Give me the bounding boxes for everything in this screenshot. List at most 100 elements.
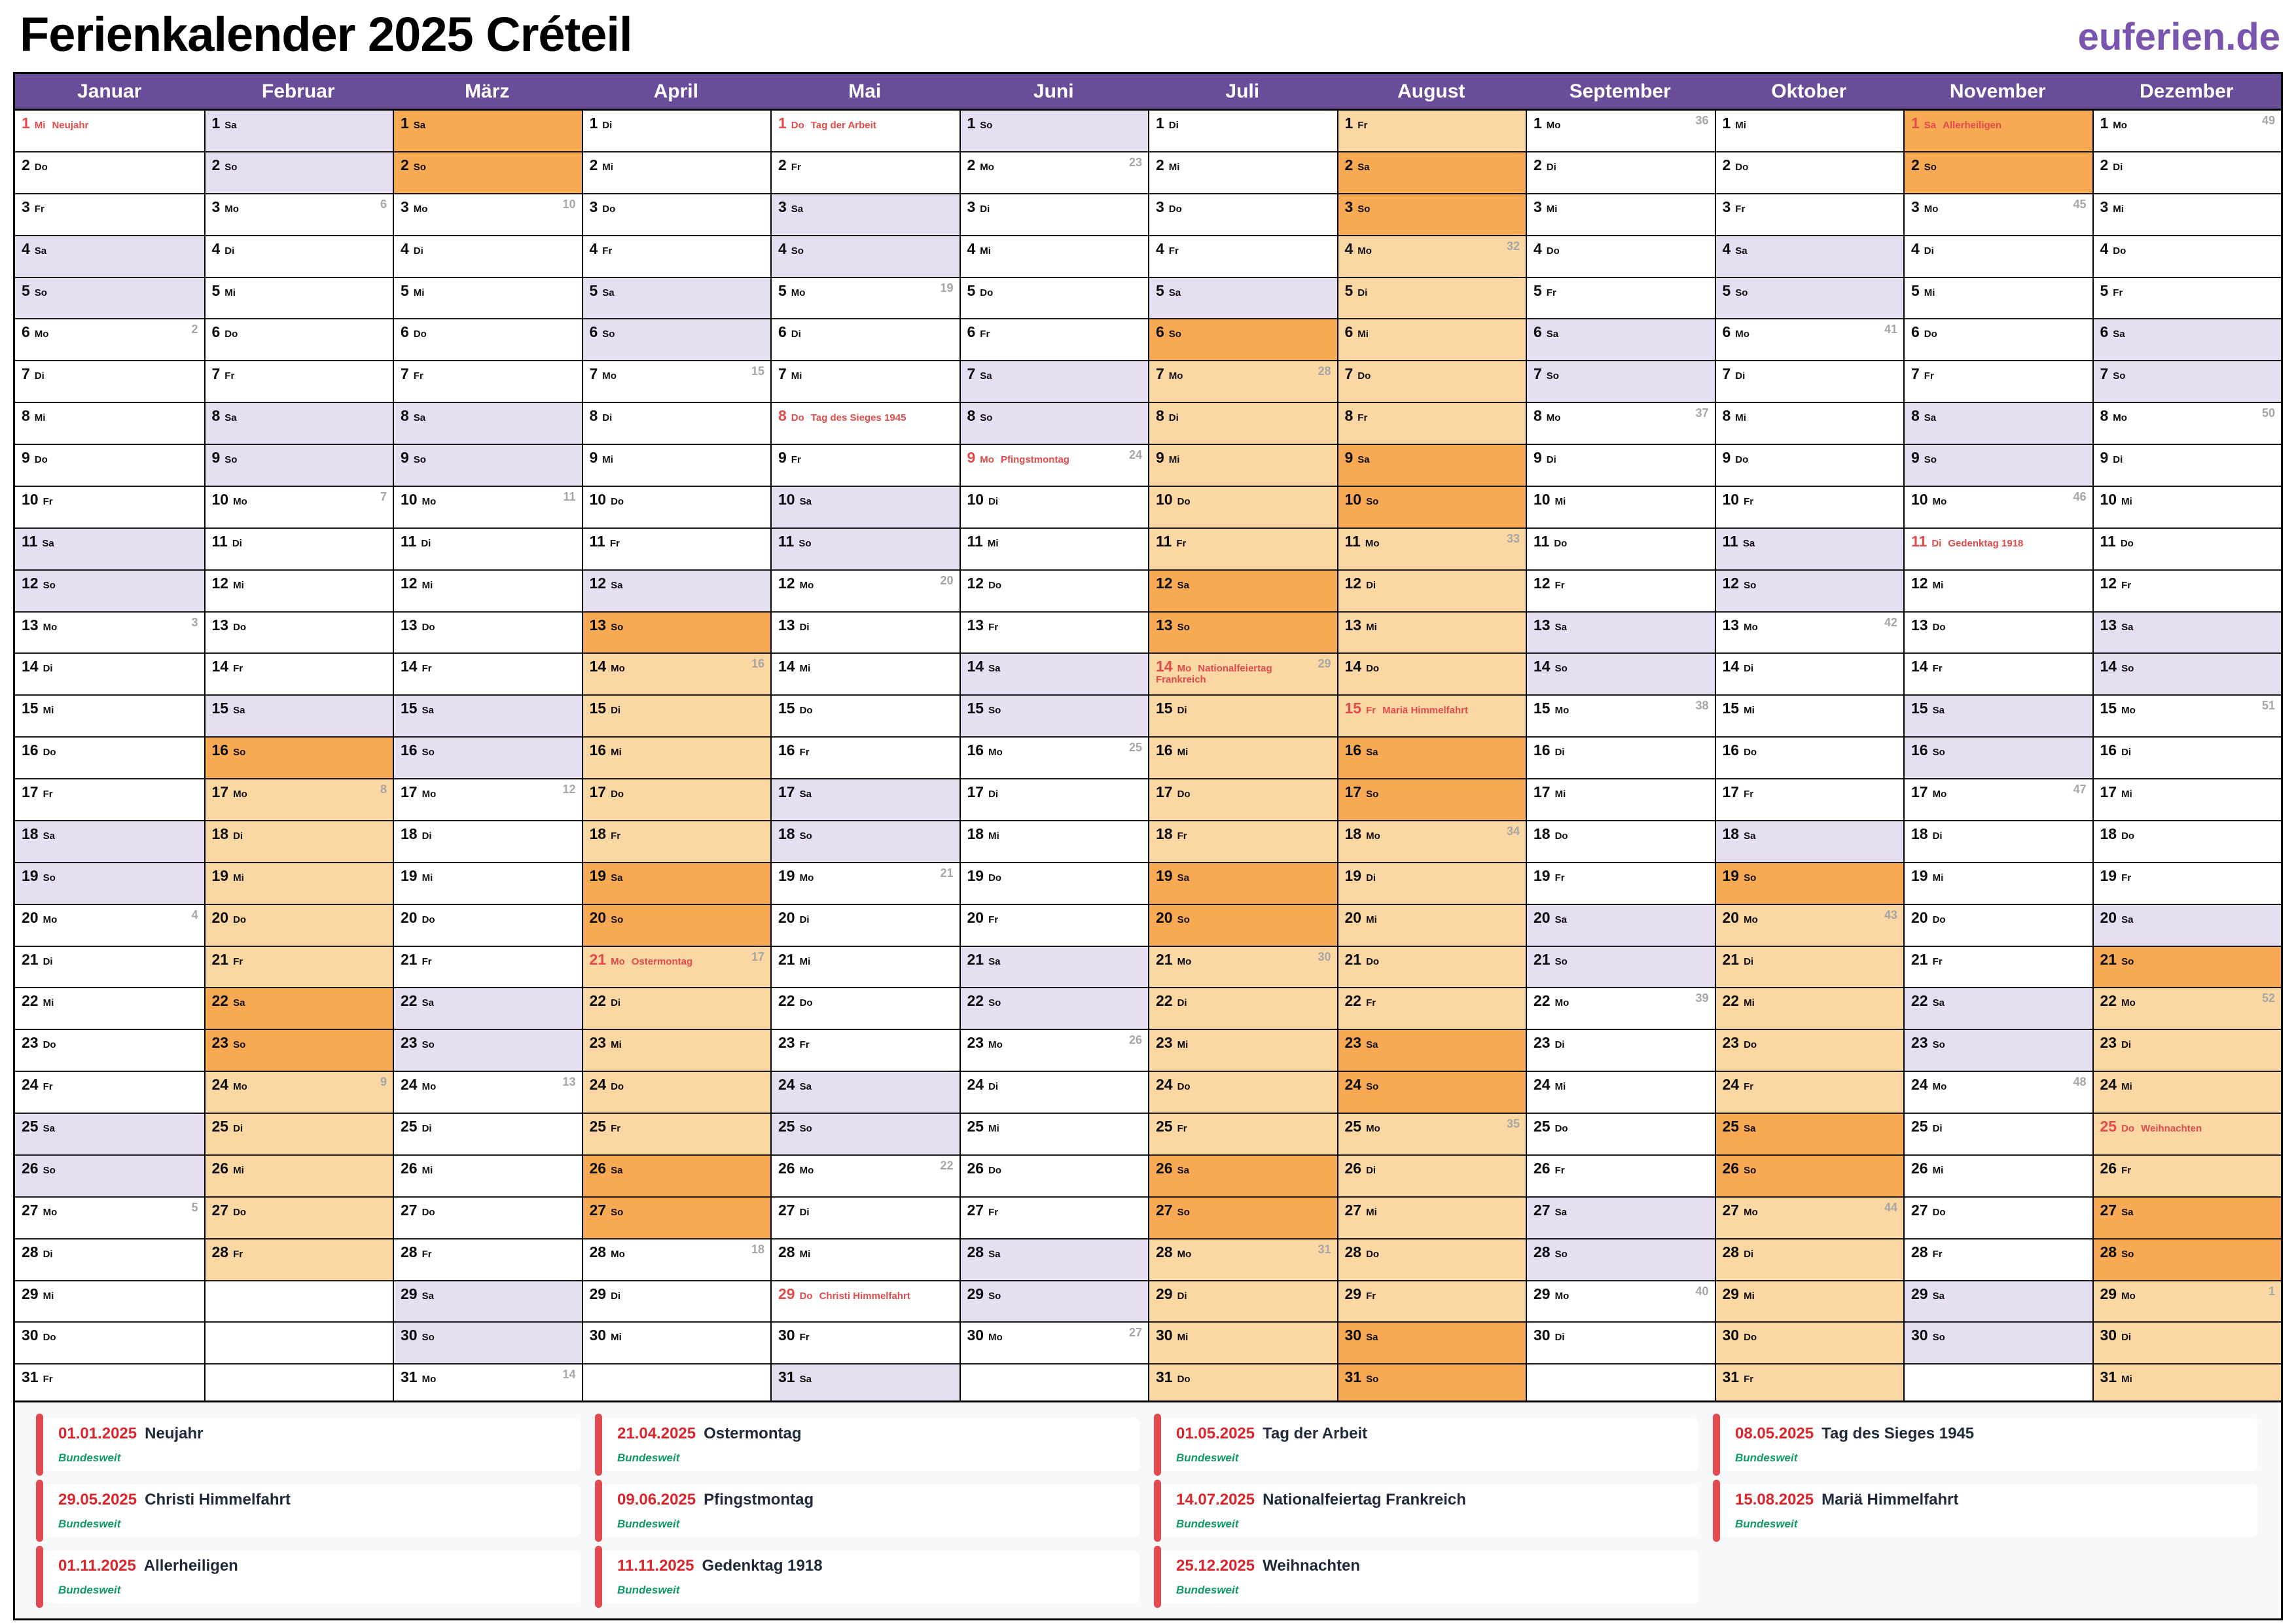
day-number: 17 (1344, 783, 1362, 800)
day-number: 15 (1156, 700, 1173, 717)
weekday-label: Sa (422, 705, 434, 717)
day-cell: 4 So (772, 236, 960, 278)
day-cell: 30 Mo 27 (960, 1323, 1148, 1365)
day-cell: 23 So (394, 1030, 582, 1073)
day-number: 22 (2100, 992, 2117, 1010)
day-cell: 12 Mi (205, 570, 393, 613)
weekday-label: Di (43, 1248, 53, 1260)
weekday-label: Mi (988, 830, 999, 842)
day-cell: 18 Mo 34 (1338, 821, 1526, 863)
weekday-label: Di (1168, 120, 1179, 131)
day-cell: 11 So (772, 528, 960, 571)
weekday-label: Fr (1366, 705, 1376, 717)
day-cell: 20 Mo 43 (1715, 904, 1903, 947)
week-number: 27 (1128, 1326, 1142, 1340)
day-number: 22 (1911, 992, 1928, 1010)
weekday-label: Mo (43, 621, 58, 633)
weekday-label: Do (1932, 1206, 1946, 1218)
day-cell: 5 Di (1338, 277, 1526, 320)
day-number: 27 (22, 1201, 39, 1219)
day-number: 21 (1156, 950, 1173, 968)
day-cell: 13 Fr (960, 612, 1148, 654)
day-number: 5 (967, 281, 976, 299)
day-cell: 26 Do (960, 1155, 1148, 1198)
weekday-label: Di (413, 245, 423, 257)
day-number: 7 (967, 365, 976, 383)
weekday-label: Fr (1924, 370, 1934, 382)
day-cell: 1 Sa (394, 111, 582, 152)
day-cell: 2 Mi (1149, 152, 1337, 194)
weekday-label: Sa (791, 203, 804, 215)
weekday-label: Do (34, 161, 48, 173)
legend-date: 14.07.2025 (1176, 1491, 1255, 1508)
day-number: 29 (401, 1285, 418, 1302)
day-cell: 19 Fr (1527, 863, 1715, 905)
legend-card-line: 09.06.2025 Pfingstmontag (617, 1491, 1128, 1509)
weekday-label: Di (799, 1206, 810, 1218)
day-cell: 15 Do (772, 696, 960, 738)
weekday-label: Fr (1932, 955, 1943, 967)
day-number: 18 (1156, 825, 1173, 842)
day-number: 3 (1911, 198, 1920, 215)
day-number: 31 (1722, 1368, 1740, 1386)
weekday-label: Mo (799, 579, 814, 591)
weekday-label: Sa (1742, 537, 1755, 549)
day-cell: 14 Mi (772, 654, 960, 696)
week-number: 49 (2261, 114, 2275, 127)
weekday-label: So (1554, 1248, 1568, 1260)
day-number: 18 (401, 825, 418, 842)
day-cell: 12 Fr (1527, 570, 1715, 613)
day-number: 31 (401, 1368, 418, 1386)
day-cell: 1 Sa (205, 111, 393, 152)
day-number: 24 (589, 1076, 607, 1094)
day-cell: 20 Mi (1338, 904, 1526, 947)
week-number: 31 (1318, 1242, 1331, 1256)
weekday-label: Fr (1744, 1081, 1754, 1093)
weekday-label: Do (1168, 203, 1182, 215)
day-number: 17 (22, 783, 39, 800)
day-cell: 9 Fr (772, 445, 960, 487)
weekday-label: Sa (422, 997, 434, 1009)
day-cell: 10 Fr (1715, 486, 1903, 529)
day-number: 30 (1534, 1327, 1551, 1344)
day-number: 11 (211, 532, 228, 550)
weekday-label: Sa (611, 579, 623, 591)
weekday-label: Di (43, 955, 53, 967)
day-cell: 29 Do Christi Himmelfahrt (772, 1281, 960, 1323)
day-cell: 11 Sa (15, 528, 204, 571)
day-number: 20 (1911, 908, 1928, 926)
legend-scope: Bundesweit (1735, 1452, 1798, 1464)
day-number: 27 (401, 1201, 418, 1219)
day-cell: 1 Mo 36 (1527, 111, 1715, 152)
weekday-label: So (798, 537, 812, 549)
day-cell (205, 1323, 393, 1365)
day-number: 6 (1344, 323, 1354, 341)
weekday-label: Do (2121, 1123, 2135, 1134)
weekday-label: Sa (2121, 1206, 2134, 1218)
weekday-label: Sa (2113, 329, 2125, 340)
holiday-label: Tag des Sieges 1945 (810, 412, 906, 424)
weekday-label: Mo (2121, 997, 2136, 1009)
site-logo[interactable]: euferien.de (2077, 16, 2280, 58)
month-column: 1 Fr 2 Sa 3 So 4 Mo 32 5 Di 6 Mi 7 Do 8 Fr 9 Sa 10 So 11 Mo 33 1… (1336, 111, 1526, 1406)
day-cell: 16 Sa (1338, 738, 1526, 779)
day-number: 9 (967, 449, 976, 466)
day-number: 19 (401, 866, 418, 884)
day-cell: 5 Sa (1149, 277, 1337, 320)
weekday-label: Do (1546, 245, 1560, 257)
day-cell: 9 Mo Pfingstmontag 24 (960, 445, 1148, 487)
weekday-label: Mi (1744, 997, 1755, 1009)
weekday-label: Mo (1366, 830, 1380, 842)
day-number: 19 (778, 866, 795, 884)
weekday-label: Mi (1177, 1039, 1189, 1051)
day-number: 3 (401, 198, 409, 215)
day-cell: 14 So (1527, 654, 1715, 696)
legend-scope: Bundesweit (617, 1518, 680, 1530)
day-number: 11 (22, 532, 38, 550)
day-cell: 2 Sa (1338, 152, 1526, 194)
day-cell: 21 Sa (960, 946, 1148, 989)
day-number: 26 (1534, 1159, 1551, 1177)
day-number: 18 (1722, 825, 1740, 842)
day-number: 1 (22, 115, 30, 132)
month-column: 1 Sa 2 So 3 Mo 10 4 Di 5 Mi 6 Do 7 Fr 8 Sa 9 So 10 Mo 11 11 Di 1… (393, 111, 582, 1406)
